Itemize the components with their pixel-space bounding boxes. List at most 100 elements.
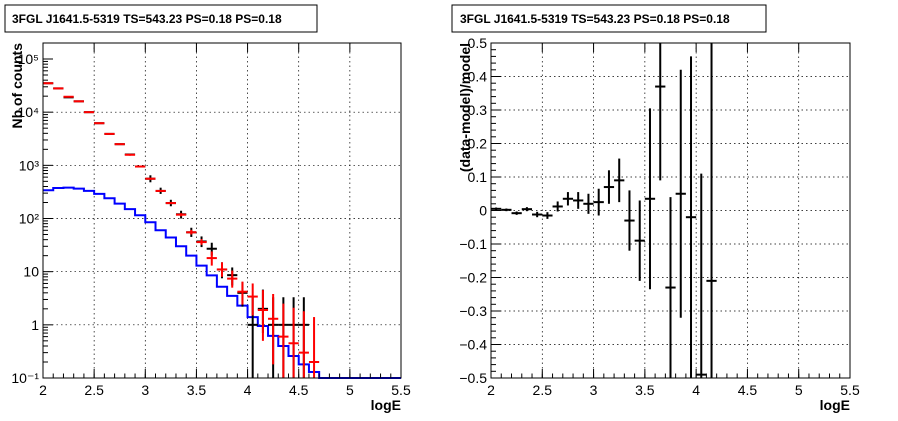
left-axis-ticks [42,42,402,379]
model-point [175,213,187,217]
residual-point [532,211,543,218]
right-grid [491,43,850,378]
residual-point [655,43,666,181]
left-x-tick-labels: 2 2.5 3 3.5 4 4.5 5 5.5 [39,382,411,398]
model-point [257,290,269,341]
right-y-axis-label: (data-model)/model [457,43,473,172]
residual-point [675,69,686,318]
left-frame [42,42,402,379]
left-y-tick-labels: 10⁻¹ 1 10 10² 10³ 10⁴ 10⁵ [11,51,39,386]
x-tick-label: 2 [487,382,495,398]
residual-point [634,200,645,281]
left-x-axis-label: logE [371,397,401,413]
residual-point [501,208,512,212]
y-tick-label: 10⁵ [18,51,39,67]
y-tick-label: 10⁻¹ [11,370,39,386]
x-tick-label: 2 [39,382,47,398]
residual-point [685,56,697,378]
y-tick-label: −0.4 [459,337,487,353]
model-point [155,189,166,193]
y-tick-label: −0.2 [459,270,487,286]
residual-point [593,188,604,216]
model-point [114,143,125,146]
y-tick-label: −0.5 [459,370,487,386]
model-point [165,201,176,205]
model-point [94,122,105,125]
right-y-tick-labels: −0.5 −0.4 −0.3 −0.2 −0.1 0 0.1 0.2 0.3 0.4 0.5 [459,35,487,386]
x-tick-label: 2.5 [84,382,104,398]
residuals-panel: 3FGL J1641.5-5319 TS=543.23 PS=0.18 PS=0… [451,4,860,413]
x-tick-label: 3.5 [187,382,207,398]
x-tick-label: 3 [141,382,149,398]
y-tick-label: 10 [23,264,39,280]
model-point [288,307,299,378]
y-tick-label: 0 [479,203,487,219]
residual-point [562,192,574,206]
x-tick-label: 4.5 [738,382,758,398]
residual-point [644,108,656,290]
y-tick-label: 10⁴ [17,104,39,120]
right-x-axis-label: logE [820,397,850,413]
right-plot-area [491,43,717,378]
model-point [278,303,289,378]
residual-point [542,212,553,219]
model-point [135,165,146,168]
model-point [104,132,115,135]
y-tick-label: 10³ [19,157,40,173]
x-tick-label: 4 [692,382,700,398]
residual-point [491,207,502,211]
left-y-axis-label: Nb of counts [9,43,25,129]
y-tick-label: −0.3 [459,303,487,319]
model-point [298,311,309,378]
right-axis-ticks [490,42,851,379]
residual-point [665,197,676,378]
source-model-histogram [43,186,401,379]
model-point [227,270,238,288]
left-title-box [4,4,318,33]
residual-point [511,211,522,215]
right-title-box [451,4,767,33]
residual-point [583,193,594,214]
y-tick-label: 1 [31,317,39,333]
y-tick-label: 0.1 [468,169,488,185]
x-tick-label: 4.5 [289,382,309,398]
model-point [206,251,217,266]
residual-point [552,201,563,212]
residual-point [603,170,615,204]
x-tick-label: 5 [795,382,803,398]
model-point [247,283,258,316]
residual-point [573,192,584,209]
left-grid [43,43,401,378]
x-tick-label: 5.5 [391,382,411,398]
model-point [186,229,197,235]
y-tick-label: 10² [19,211,40,227]
model-point [196,239,207,245]
model-point [237,281,248,305]
model-point [124,153,136,156]
y-tick-label: 0.4 [468,69,488,85]
model-point [53,87,64,90]
model-point [145,177,156,180]
left-title: 3FGL J1641.5-5319 TS=543.23 PS=0.18 PS=0… [12,12,282,26]
model-point [216,262,228,277]
model-point [268,294,279,365]
x-tick-label: 4 [244,382,252,398]
x-tick-label: 2.5 [533,382,553,398]
y-tick-label: 0.3 [468,102,488,118]
left-plot-area [43,82,401,379]
residual-point [614,158,625,203]
counts-panel: 3FGL J1641.5-5319 TS=543.23 PS=0.18 PS=0… [4,4,411,413]
model-point [308,317,320,378]
residual-point [521,207,533,212]
residual-point [696,173,707,378]
y-tick-label: 0.5 [468,35,488,51]
right-x-tick-labels: 2 2.5 3 3.5 4 4.5 5 5.5 [487,382,860,398]
x-tick-label: 5 [346,382,354,398]
y-tick-label: 0.2 [468,136,488,152]
residual-point [706,43,717,378]
x-tick-label: 5.5 [840,382,860,398]
model-point [43,82,54,85]
x-tick-label: 3 [590,382,598,398]
right-title: 3FGL J1641.5-5319 TS=543.23 PS=0.18 PS=0… [460,12,730,26]
